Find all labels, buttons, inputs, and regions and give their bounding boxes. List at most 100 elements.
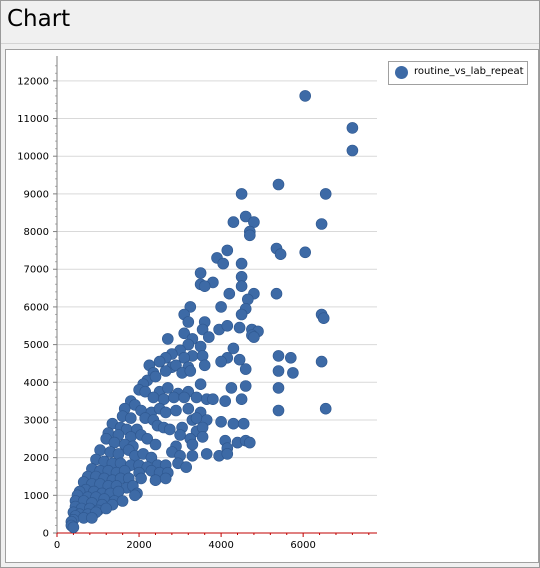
data-point [215,301,227,313]
data-point [227,417,240,430]
data-point [149,370,162,383]
data-point [221,244,234,257]
x-tick-label: 6000 [290,540,315,551]
data-point [153,355,166,368]
data-point [159,365,172,377]
data-point [223,287,236,300]
data-point [125,412,137,424]
data-point [86,512,98,524]
data-point [116,495,129,507]
data-point [182,338,195,351]
y-tick-label: 12000 [17,76,49,87]
data-point [198,359,211,372]
data-point [272,178,285,191]
data-point [186,438,199,451]
data-point [178,327,190,340]
data-point [182,316,195,328]
data-point [129,489,141,502]
data-point [270,287,283,300]
y-tick-label: 5000 [24,340,49,351]
data-point [200,448,213,460]
data-point [346,144,359,157]
data-point [67,521,80,534]
data-point [272,350,285,362]
data-point [272,365,285,377]
data-point [244,229,256,242]
y-tick-label: 0 [43,529,49,540]
data-point [215,355,227,368]
data-point [149,438,162,451]
data-point [141,432,154,445]
data-point [194,378,207,391]
data-point [227,216,240,228]
data-point [203,331,215,343]
data-point [239,363,252,375]
data-point [225,382,238,394]
data-point [235,188,248,200]
data-point [149,474,162,487]
data-point [190,412,203,424]
data-point [315,355,328,368]
data-point [164,423,176,436]
data-point [159,472,172,485]
data-point [186,449,199,462]
data-points [65,90,359,534]
y-tick-label: 8000 [24,227,49,238]
data-point [139,385,151,398]
data-point [178,391,190,404]
data-point [196,431,209,443]
legend-label: routine_vs_lab_repeat [414,66,524,77]
data-point [170,359,182,372]
data-point [100,502,112,515]
data-point [194,267,207,279]
data-point [272,382,285,394]
data-point [217,257,229,270]
data-point [235,280,248,292]
y-tick-label: 6000 [24,302,49,313]
y-tick-label: 9000 [24,189,49,200]
data-point [159,406,172,419]
data-point [242,293,254,306]
data-point [317,312,330,325]
chart-panel: 0 1000 2000 3000 4000 5000 6000 7000 8000 9000 100… [5,49,539,563]
x-tick-label: 4000 [208,540,233,551]
data-point [346,122,359,134]
data-point [162,382,174,394]
y-tick-label: 11000 [17,114,49,125]
window-title: Chart [7,6,71,32]
x-tick-label: 2000 [126,540,151,551]
data-point [299,90,312,102]
data-point [221,319,234,332]
data-point [287,367,299,379]
data-point [184,365,197,377]
data-point [215,415,227,428]
data-point [168,391,180,404]
data-point [235,257,248,270]
legend-marker-icon [395,66,408,79]
data-point [244,436,256,449]
data-point [182,402,195,415]
data-point [194,340,207,353]
y-tick-label: 3000 [24,415,49,426]
title-bar: Chart [1,1,539,44]
data-point [235,308,248,321]
data-point [239,380,252,392]
data-point [319,402,332,415]
data-point [315,218,328,230]
x-tick-label: 0 [54,540,60,551]
data-point [235,393,248,406]
data-point [221,448,234,460]
data-point [207,393,219,406]
y-tick-label: 4000 [24,378,49,389]
data-point [135,472,147,485]
data-point [196,350,209,362]
data-point [274,248,287,260]
legend: routine_vs_lab_repeat [388,61,528,85]
data-point [112,448,125,460]
data-point [180,461,192,473]
y-tick-label: 10000 [17,152,49,163]
data-point [319,188,332,200]
data-point [147,391,160,404]
data-point [284,351,297,364]
